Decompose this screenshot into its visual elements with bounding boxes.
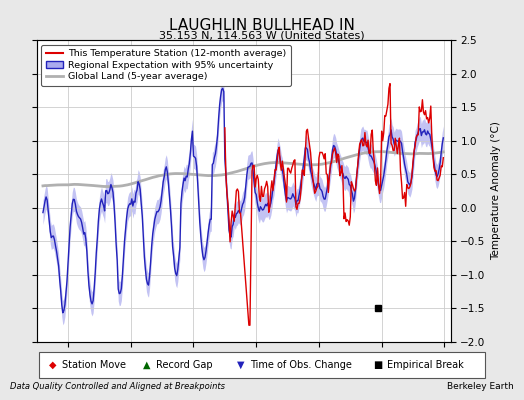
Text: 35.153 N, 114.563 W (United States): 35.153 N, 114.563 W (United States) bbox=[159, 30, 365, 40]
Text: Data Quality Controlled and Aligned at Breakpoints: Data Quality Controlled and Aligned at B… bbox=[10, 382, 225, 391]
Text: ◆: ◆ bbox=[49, 360, 56, 370]
Text: LAUGHLIN BULLHEAD IN: LAUGHLIN BULLHEAD IN bbox=[169, 18, 355, 33]
Y-axis label: Temperature Anomaly (°C): Temperature Anomaly (°C) bbox=[492, 122, 501, 260]
Text: Berkeley Earth: Berkeley Earth bbox=[447, 382, 514, 391]
Text: Time of Obs. Change: Time of Obs. Change bbox=[250, 360, 352, 370]
Legend: This Temperature Station (12-month average), Regional Expectation with 95% uncer: This Temperature Station (12-month avera… bbox=[41, 45, 291, 86]
Text: Empirical Break: Empirical Break bbox=[387, 360, 463, 370]
Text: ▲: ▲ bbox=[143, 360, 150, 370]
Text: Station Move: Station Move bbox=[62, 360, 126, 370]
Text: ■: ■ bbox=[373, 360, 382, 370]
Text: Record Gap: Record Gap bbox=[156, 360, 213, 370]
Text: ▼: ▼ bbox=[237, 360, 245, 370]
